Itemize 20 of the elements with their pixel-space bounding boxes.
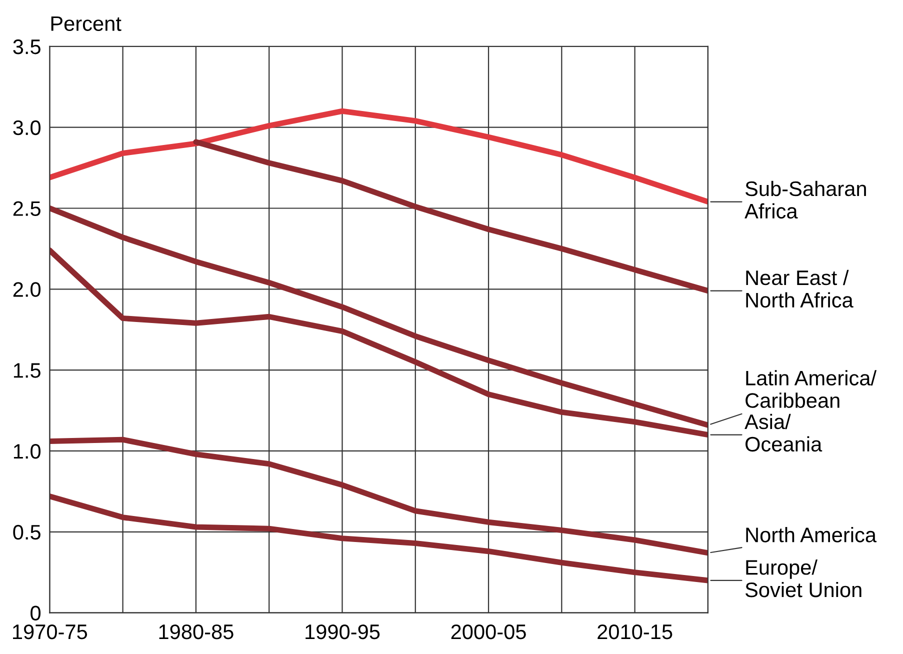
x-tick-label: 2000-05	[451, 624, 526, 640]
x-tick-label: 1990-95	[306, 624, 380, 640]
y-tick-label: 0	[30, 606, 41, 621]
x-tick-label: 1970-75	[13, 624, 88, 640]
y-axis-title: Percent	[51, 16, 122, 31]
series-label: Near East / North Africa	[746, 270, 854, 308]
x-tick-label: 1980-85	[159, 624, 234, 640]
y-tick-label: 1.5	[14, 363, 40, 378]
y-tick-label: 3.5	[13, 39, 40, 54]
series-label: Sub-Saharan Africa	[744, 180, 866, 219]
series-label: North America	[746, 527, 877, 542]
y-tick-label: 0.5	[13, 524, 40, 540]
y-tick-label: 2.5	[13, 201, 40, 216]
series-label: Latin America/ Caribbean	[746, 370, 877, 408]
y-tick-label: 1.0	[14, 444, 41, 459]
y-tick-label: 3.0	[13, 120, 41, 136]
x-tick-label: 2010-15	[598, 624, 672, 640]
series-label: Europe/ Soviet Union	[745, 560, 862, 598]
y-tick-label: 2.0	[13, 282, 41, 297]
series-label: Asia/ Oceania	[744, 414, 822, 452]
